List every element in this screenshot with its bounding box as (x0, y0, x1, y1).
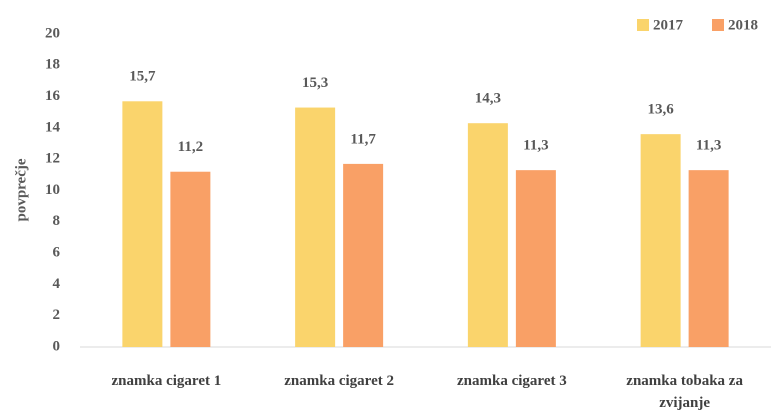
legend-swatch (712, 19, 724, 31)
x-tick-label: znamka cigaret 1 (111, 373, 222, 389)
x-tick-label: znamka cigaret 2 (284, 373, 394, 389)
y-tick-label: 18 (45, 57, 60, 73)
y-axis-label: povprečje (13, 158, 29, 221)
y-tick-label: 16 (45, 88, 61, 104)
bar (170, 171, 211, 347)
y-tick-label: 4 (53, 276, 61, 292)
bar (640, 134, 681, 347)
data-label: 11,3 (523, 138, 548, 154)
bar (122, 101, 163, 347)
y-tick-label: 12 (45, 151, 60, 167)
data-label: 15,7 (129, 69, 156, 85)
y-tick-label: 14 (45, 119, 61, 135)
bar (515, 170, 556, 347)
x-tick-label: znamka cigaret 3 (457, 373, 567, 389)
data-label: 15,3 (302, 75, 328, 91)
data-label: 11,2 (178, 139, 203, 155)
y-tick-label: 8 (53, 213, 61, 229)
legend-label: 2017 (653, 17, 684, 33)
legend-swatch (637, 19, 649, 31)
bar (343, 163, 384, 347)
y-tick-label: 0 (53, 338, 61, 354)
y-tick-label: 10 (45, 182, 60, 198)
bar (295, 107, 336, 348)
data-label: 11,7 (350, 131, 376, 147)
data-label: 13,6 (648, 102, 675, 118)
legend-label: 2018 (728, 17, 758, 33)
bar (688, 170, 729, 347)
bar (467, 123, 508, 347)
y-tick-label: 2 (53, 307, 61, 323)
y-tick-label: 6 (53, 245, 61, 261)
data-label: 11,3 (696, 138, 721, 154)
y-tick-label: 20 (45, 25, 60, 41)
x-tick-label: znamka tobaka za zvijanje (626, 373, 743, 411)
data-label: 14,3 (475, 91, 501, 107)
